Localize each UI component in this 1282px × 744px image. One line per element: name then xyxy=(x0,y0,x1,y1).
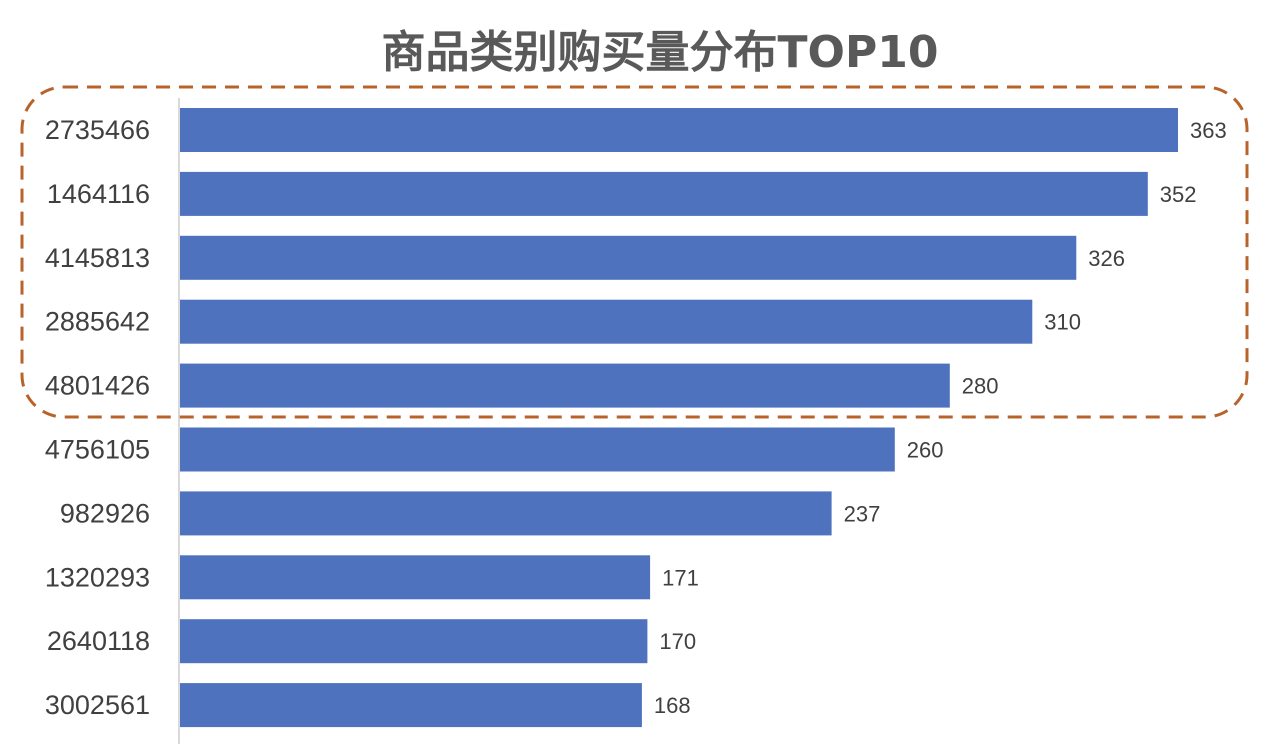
category-label-1320293: 1320293 xyxy=(45,562,150,592)
chart-title: 商品类别购买量分布TOP10 xyxy=(382,27,939,78)
value-label-2640118: 170 xyxy=(659,629,696,654)
bar-982926 xyxy=(180,491,832,535)
bar-4145813 xyxy=(180,236,1076,280)
value-label-1320293: 171 xyxy=(662,565,699,590)
category-label-2735466: 2735466 xyxy=(45,115,150,145)
category-label-1464116: 1464116 xyxy=(47,179,150,209)
category-label-3002561: 3002561 xyxy=(45,690,150,720)
value-label-4145813: 326 xyxy=(1088,246,1125,271)
value-label-4801426: 280 xyxy=(962,374,999,399)
bar-4756105 xyxy=(180,428,895,472)
bar-4801426 xyxy=(180,364,950,408)
category-label-4756105: 4756105 xyxy=(45,435,150,465)
category-label-2640118: 2640118 xyxy=(47,626,150,656)
value-label-2735466: 363 xyxy=(1190,118,1227,143)
bar-1464116 xyxy=(180,172,1148,216)
category-label-4145813: 4145813 xyxy=(45,243,150,273)
bar-1320293 xyxy=(180,555,650,599)
bar-2885642 xyxy=(180,300,1032,344)
bar-2640118 xyxy=(180,619,647,663)
value-label-3002561: 168 xyxy=(654,693,691,718)
value-label-982926: 237 xyxy=(844,501,881,526)
bars-group: 2735466 363 1464116 352 4145813 326 2885642 310… xyxy=(45,108,1227,727)
value-label-2885642: 310 xyxy=(1044,310,1081,335)
bar-2735466 xyxy=(180,108,1178,152)
category-label-982926: 982926 xyxy=(60,498,150,528)
value-label-4756105: 260 xyxy=(907,438,944,463)
category-label-2885642: 2885642 xyxy=(45,307,150,337)
category-label-4801426: 4801426 xyxy=(45,371,150,401)
value-label-1464116: 352 xyxy=(1160,182,1197,207)
bar-3002561 xyxy=(180,683,642,727)
